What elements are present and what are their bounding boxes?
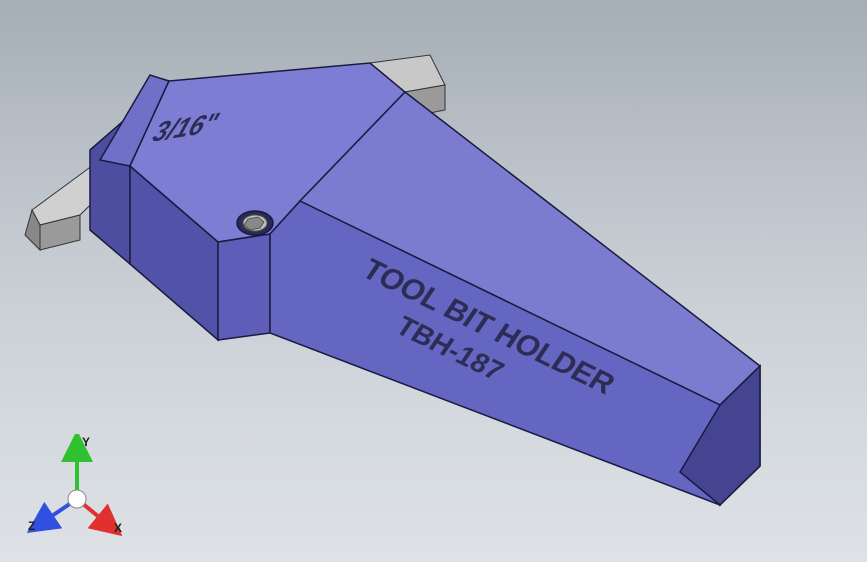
- face-front-step: [218, 234, 270, 340]
- orientation-triad[interactable]: Y X Z: [22, 434, 132, 544]
- cad-viewport[interactable]: 3/16" TOOL BIT HOLDER TBH-187: [0, 0, 867, 562]
- axis-x-label: X: [114, 521, 122, 535]
- triad-origin: [68, 490, 86, 508]
- axis-y-label: Y: [82, 435, 90, 449]
- axis-z-label: Z: [28, 519, 35, 533]
